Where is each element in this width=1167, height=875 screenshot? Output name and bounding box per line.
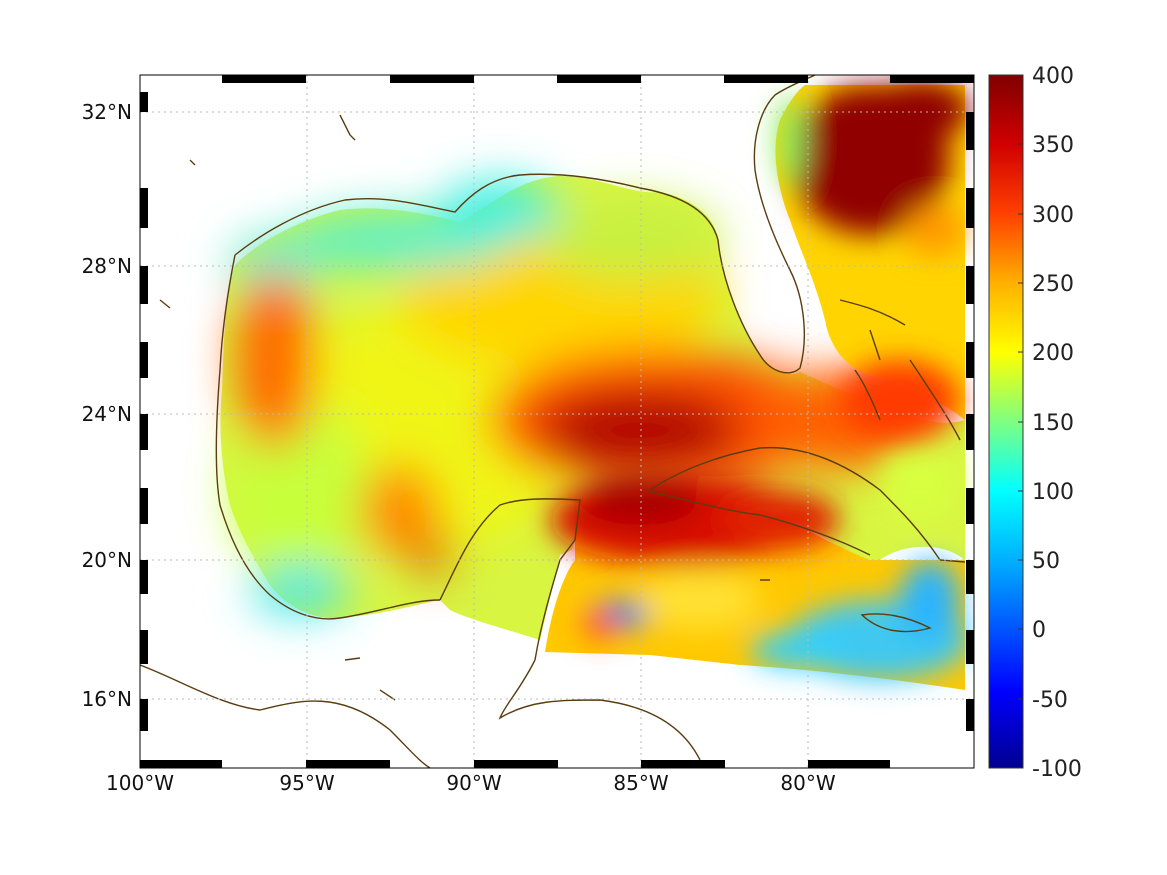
lat-label-32: 32°N bbox=[82, 100, 132, 124]
jamaica-coastline bbox=[860, 613, 932, 633]
colorbar: 400 350 300 250 200 150 100 50 0 -50 -10… bbox=[988, 64, 1082, 782]
map-area bbox=[140, 75, 974, 768]
caribbean-field bbox=[545, 440, 970, 690]
lat-label-16: 16°N bbox=[82, 687, 132, 711]
cuba-coastline bbox=[649, 446, 966, 563]
colorbar-label-100: 100 bbox=[1032, 480, 1074, 505]
lat-labels: 32°N 28°N 24°N 20°N 16°N bbox=[82, 100, 132, 711]
cuba-south-coastline bbox=[649, 491, 871, 556]
coastlines bbox=[140, 75, 966, 768]
colorbar-gradient bbox=[988, 74, 1024, 769]
colorbar-label-150: 150 bbox=[1032, 411, 1074, 436]
north-gulf-coastline bbox=[234, 75, 816, 374]
colorbar-label-0: 0 bbox=[1032, 618, 1046, 643]
bahamas-coastline bbox=[839, 299, 961, 441]
colorbar-label-350: 350 bbox=[1032, 133, 1074, 158]
lon-labels: 100°W 95°W 90°W 85°W 80°W bbox=[106, 771, 836, 795]
lat-label-28: 28°N bbox=[82, 254, 132, 278]
colorbar-label-400: 400 bbox=[1032, 64, 1074, 89]
colorbar-label-200: 200 bbox=[1032, 341, 1074, 366]
lon-label-90: 90°W bbox=[446, 771, 501, 795]
colorbar-label-300: 300 bbox=[1032, 203, 1074, 228]
map-frame bbox=[139, 74, 975, 769]
colorbar-label-neg100: -100 bbox=[1032, 757, 1082, 782]
lon-label-95: 95°W bbox=[279, 771, 334, 795]
lon-label-100: 100°W bbox=[106, 771, 174, 795]
central-america-coastline bbox=[498, 659, 701, 761]
lon-label-85: 85°W bbox=[613, 771, 668, 795]
small-islands bbox=[159, 114, 770, 701]
lon-label-80: 80°W bbox=[780, 771, 835, 795]
lat-label-20: 20°N bbox=[82, 548, 132, 572]
graticule bbox=[140, 75, 974, 768]
colorbar-label-250: 250 bbox=[1032, 272, 1074, 297]
colorbar-label-50: 50 bbox=[1032, 549, 1060, 574]
pacific-coastline bbox=[140, 664, 431, 768]
colorbar-label-neg50: -50 bbox=[1032, 688, 1068, 713]
mexico-gulf-coastline bbox=[215, 254, 441, 620]
gulf-field bbox=[220, 176, 965, 640]
yucatan-coastline bbox=[439, 498, 581, 661]
lat-label-24: 24°N bbox=[82, 402, 132, 426]
atlantic-field bbox=[775, 80, 970, 440]
